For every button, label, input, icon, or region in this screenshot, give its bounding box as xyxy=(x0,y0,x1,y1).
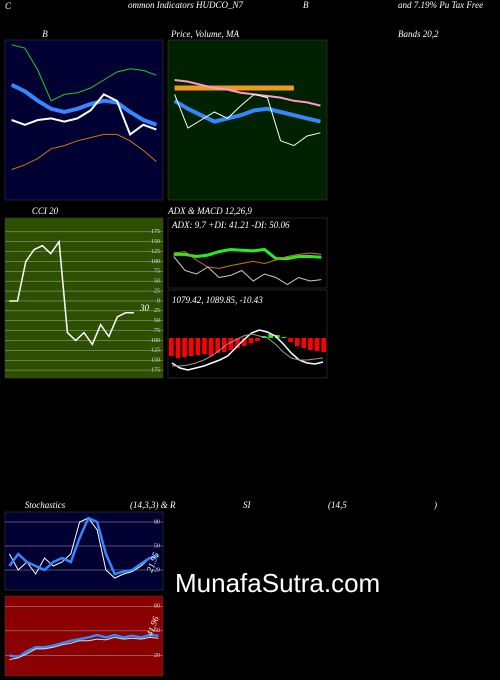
y-tick-label: 50 xyxy=(154,279,160,285)
histogram-bar xyxy=(248,338,254,343)
series-line xyxy=(9,636,159,661)
histogram-bar xyxy=(235,338,240,348)
histogram-bar xyxy=(188,338,194,356)
series-line xyxy=(173,99,321,124)
header-text: ommon Indicators HUDCO_N7 xyxy=(128,0,244,10)
series-line xyxy=(174,93,321,147)
histogram-bar xyxy=(215,338,221,353)
y-tick-label: 20 xyxy=(154,567,160,573)
histogram-bar xyxy=(168,338,174,356)
series-line xyxy=(171,329,324,371)
series-line xyxy=(9,239,134,346)
series-line xyxy=(9,633,159,659)
y-tick-label: 125 xyxy=(151,348,160,354)
y-tick-label: 100 xyxy=(151,338,160,344)
panel xyxy=(4,511,164,591)
histogram-bar xyxy=(175,338,181,358)
y-tick-label: 75 xyxy=(154,269,160,275)
histogram-bar xyxy=(274,335,280,338)
series-line xyxy=(10,83,158,127)
histogram-bar xyxy=(301,338,307,348)
panel xyxy=(167,39,328,201)
y-tick-label: 80 xyxy=(154,604,160,610)
panel-title: B xyxy=(42,29,48,39)
histogram-bar xyxy=(321,338,327,352)
panel xyxy=(4,217,164,379)
annotation: 30 xyxy=(139,303,150,313)
y-tick-label: 150 xyxy=(151,239,160,245)
y-tick-label: 175 xyxy=(151,229,160,235)
annotation: 1079.42, 1089.85, -10.43 xyxy=(172,295,263,305)
y-tick-label: 0 xyxy=(157,298,160,304)
annotation: ADX: 9.7 +DI: 41.21 -DI: 50.06 xyxy=(171,220,290,230)
histogram-bar xyxy=(195,338,201,355)
header-text: SI xyxy=(243,500,252,510)
histogram-bar xyxy=(228,338,234,350)
panel-title: ADX & MACD 12,26,9 xyxy=(167,206,252,216)
y-tick-label: 25 xyxy=(154,288,160,294)
y-tick-label: 75 xyxy=(154,328,160,334)
histogram-bar xyxy=(288,338,293,342)
header-text: ) xyxy=(433,500,437,510)
y-tick-label: 25 xyxy=(154,308,160,314)
histogram-bar xyxy=(268,334,274,338)
series-line xyxy=(174,79,321,107)
y-tick-label: 100 xyxy=(151,259,160,265)
histogram-bar xyxy=(294,338,300,346)
y-tick-label: 50 xyxy=(154,318,160,324)
series-line xyxy=(173,256,322,286)
watermark: MunafaSutra.com xyxy=(175,568,380,598)
y-tick-label: 50 xyxy=(154,543,160,549)
histogram-bar xyxy=(182,338,187,357)
histogram-bar xyxy=(241,338,247,346)
y-tick-label: 80 xyxy=(154,519,160,525)
histogram-bar xyxy=(221,338,227,352)
series-line xyxy=(8,516,159,576)
series-line xyxy=(173,247,322,261)
y-tick-label: 175 xyxy=(151,367,160,373)
y-tick-label: 125 xyxy=(151,249,160,255)
series-line xyxy=(173,251,322,269)
header-text: and 7.19% Pu Tax Free xyxy=(398,0,483,10)
y-tick-label: 150 xyxy=(151,358,160,364)
header-text: B xyxy=(303,0,309,10)
panel-title: CCI 20 xyxy=(32,206,59,216)
header-text: (14,5 xyxy=(328,500,347,510)
histogram-bar xyxy=(255,338,260,341)
panel-title: Price, Volume, MA xyxy=(170,29,239,39)
series-line xyxy=(172,333,324,367)
series-line xyxy=(8,517,159,579)
histogram-bar xyxy=(281,337,287,338)
panel xyxy=(4,39,164,201)
series-line xyxy=(11,133,157,171)
series-line xyxy=(11,44,157,102)
histogram-bar xyxy=(314,338,320,351)
y-tick-label: 20 xyxy=(154,653,160,659)
header-text: (14,3,3) & R xyxy=(130,500,176,510)
panel-title: Stochastics xyxy=(25,500,66,510)
y-tick-label: 50 xyxy=(154,628,160,634)
histogram-bar xyxy=(208,338,214,356)
histogram-bar xyxy=(202,338,207,354)
series-line xyxy=(11,93,157,136)
header-text: Bands 20,2 xyxy=(398,29,439,39)
histogram-bar xyxy=(308,338,313,350)
header-text: C xyxy=(5,1,12,11)
